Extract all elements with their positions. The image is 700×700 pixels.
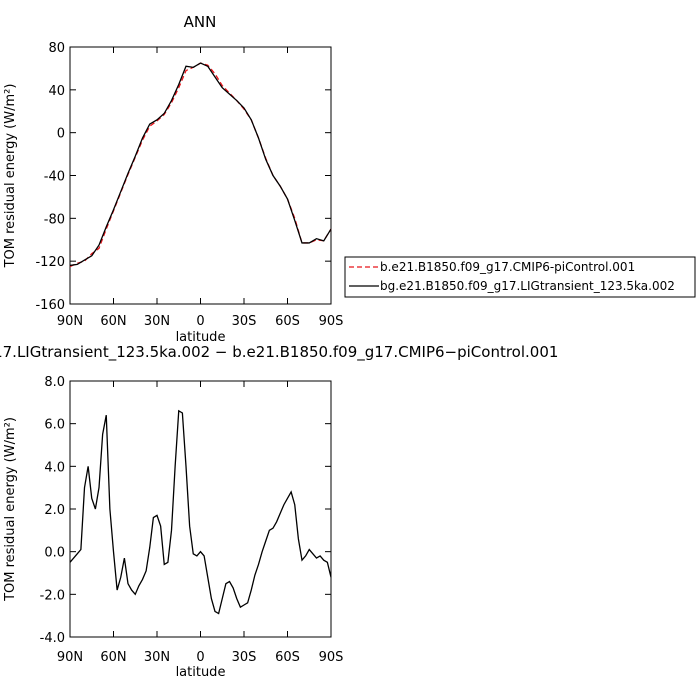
plot-frame bbox=[69, 46, 332, 305]
x-tick-label: 90S bbox=[319, 314, 344, 329]
legend-box bbox=[344, 256, 696, 298]
y-tick-label: 40 bbox=[48, 84, 65, 99]
x-tick-label: 60S bbox=[275, 650, 300, 665]
y-tick-label: 80 bbox=[48, 41, 65, 56]
y-tick-label: -160 bbox=[35, 298, 65, 313]
x-tick-label: 90S bbox=[319, 650, 344, 665]
y-tick-label: 4.0 bbox=[44, 460, 65, 475]
y-axis-label: TOM residual energy (W/m²) bbox=[3, 417, 18, 602]
x-tick-label: 30S bbox=[232, 314, 257, 329]
y-tick-label: 2.0 bbox=[44, 503, 65, 518]
x-tick-label: 60S bbox=[275, 314, 300, 329]
y-tick-label: 0 bbox=[57, 127, 65, 142]
data-line bbox=[69, 62, 332, 268]
x-tick-label: 30N bbox=[144, 650, 170, 665]
y-tick-label: -80 bbox=[44, 212, 65, 227]
legend-label: bg.e21.B1850.f09_g17.LIGtransient_123.5k… bbox=[380, 279, 675, 293]
y-tick-label: -120 bbox=[35, 255, 65, 270]
chart-title: bg.e21.B1850.f09_g17.LIGtransient_123.5k… bbox=[0, 343, 558, 362]
x-tick-label: 30N bbox=[144, 314, 170, 329]
legend-label: b.e21.B1850.f09_g17.CMIP6-piControl.001 bbox=[380, 260, 635, 274]
chart-title: ANN bbox=[184, 13, 217, 31]
x-axis-label: latitude bbox=[176, 665, 226, 680]
y-tick-label: -4.0 bbox=[40, 631, 65, 646]
x-tick-label: 90N bbox=[57, 650, 83, 665]
y-tick-label: 6.0 bbox=[44, 418, 65, 433]
y-tick-label: -2.0 bbox=[40, 588, 65, 603]
x-tick-label: 0 bbox=[196, 650, 204, 665]
x-tick-label: 90N bbox=[57, 314, 83, 329]
x-tick-label: 0 bbox=[196, 314, 204, 329]
y-tick-label: 8.0 bbox=[44, 375, 65, 390]
x-tick-label: 60N bbox=[100, 650, 126, 665]
y-tick-label: 0.0 bbox=[44, 546, 65, 561]
x-tick-label: 30S bbox=[232, 650, 257, 665]
plot-frame bbox=[69, 380, 332, 638]
data-line bbox=[69, 62, 332, 267]
y-axis-label: TOM residual energy (W/m²) bbox=[3, 84, 18, 269]
y-tick-label: -40 bbox=[44, 170, 65, 185]
data-line bbox=[69, 409, 332, 615]
x-tick-label: 60N bbox=[100, 314, 126, 329]
x-axis-label: latitude bbox=[176, 330, 226, 345]
